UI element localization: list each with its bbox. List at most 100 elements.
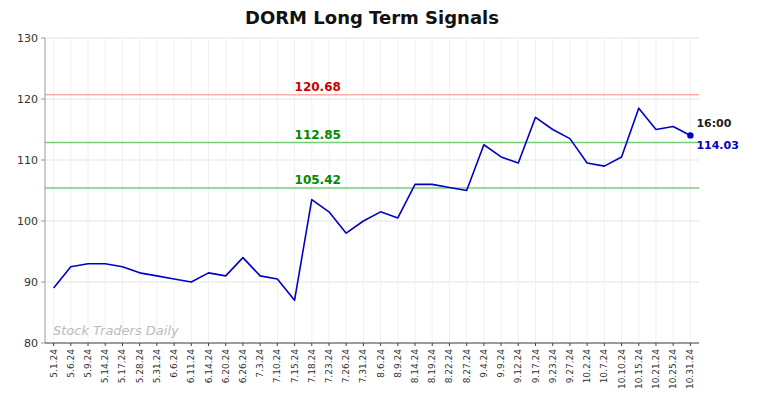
- x-tick: [552, 343, 553, 346]
- x-tick-label: 5.1.24: [49, 349, 59, 378]
- x-tick-label: 6.6.24: [169, 349, 179, 378]
- x-tick-label: 9.12.24: [513, 349, 523, 384]
- x-tick-label: 5.17.24: [117, 349, 127, 384]
- level-label: 112.85: [295, 128, 341, 142]
- x-tick: [242, 343, 243, 346]
- x-tick: [53, 343, 54, 346]
- x-tick: [501, 343, 502, 346]
- x-grid-line: [277, 38, 278, 343]
- x-tick: [690, 343, 691, 346]
- x-tick-label: 10.25.24: [668, 349, 678, 389]
- x-grid-line: [174, 38, 175, 343]
- x-tick-label: 8.6.24: [376, 349, 386, 378]
- x-grid-line: [655, 38, 656, 343]
- x-tick: [380, 343, 381, 346]
- x-tick: [638, 343, 639, 346]
- x-grid-line: [53, 38, 54, 343]
- x-tick-label: 9.27.24: [565, 349, 575, 384]
- x-tick-label: 10.21.24: [651, 349, 661, 389]
- last-value-label: 114.03: [696, 139, 738, 152]
- x-grid-line: [363, 38, 364, 343]
- y-tick: [41, 99, 45, 100]
- x-grid-line: [122, 38, 123, 343]
- x-tick-label: 7.26.24: [341, 349, 351, 384]
- x-grid-line: [105, 38, 106, 343]
- x-grid-line: [432, 38, 433, 343]
- title: DORM Long Term Signals: [245, 7, 499, 28]
- x-grid-line: [535, 38, 536, 343]
- x-grid-line: [139, 38, 140, 343]
- y-tick: [41, 282, 45, 283]
- y-tick-label: 80: [24, 337, 38, 350]
- x-tick: [483, 343, 484, 346]
- x-tick-label: 5.31.24: [152, 349, 162, 384]
- x-grid-line: [483, 38, 484, 343]
- x-tick-label: 10.31.24: [685, 349, 695, 389]
- x-tick-label: 7.15.24: [290, 349, 300, 384]
- x-tick: [466, 343, 467, 346]
- x-grid-line: [518, 38, 519, 343]
- x-grid-line: [191, 38, 192, 343]
- watermark: Stock Traders Daily: [53, 323, 179, 338]
- x-grid-line: [88, 38, 89, 343]
- x-tick: [328, 343, 329, 346]
- x-tick: [294, 343, 295, 346]
- y-grid-line: [45, 221, 699, 222]
- x-grid-line: [449, 38, 450, 343]
- y-grid-line: [45, 160, 699, 161]
- x-tick-label: 8.27.24: [462, 349, 472, 384]
- y-tick-label: 110: [17, 154, 38, 167]
- x-tick: [139, 343, 140, 346]
- x-grid-line: [70, 38, 71, 343]
- x-tick-label: 5.6.24: [66, 349, 76, 378]
- level-label: 105.42: [295, 173, 341, 187]
- x-grid-line: [673, 38, 674, 343]
- chart: Stock Traders Daily120.68112.85105.4216:…: [0, 0, 784, 398]
- x-tick-label: 8.22.24: [444, 349, 454, 384]
- y-axis-line: [45, 38, 46, 343]
- x-tick: [535, 343, 536, 346]
- x-tick-label: 6.20.24: [221, 349, 231, 384]
- x-tick: [397, 343, 398, 346]
- x-tick: [518, 343, 519, 346]
- x-tick-label: 6.14.24: [204, 349, 214, 384]
- x-tick-label: 9.23.24: [548, 349, 558, 384]
- x-tick-label: 10.10.24: [617, 349, 627, 389]
- y-tick: [41, 221, 45, 222]
- x-tick: [363, 343, 364, 346]
- x-tick: [191, 343, 192, 346]
- x-tick-label: 5.28.24: [135, 349, 145, 384]
- x-tick-label: 5.9.24: [83, 349, 93, 378]
- x-grid-line: [156, 38, 157, 343]
- y-grid-line: [45, 99, 699, 100]
- price-line: [54, 108, 691, 300]
- x-grid-line: [587, 38, 588, 343]
- x-tick-label: 10.15.24: [634, 349, 644, 389]
- x-grid-line: [225, 38, 226, 343]
- y-tick-label: 130: [17, 32, 38, 45]
- level-line: [45, 94, 699, 96]
- level-label: 120.68: [295, 80, 341, 94]
- x-grid-line: [208, 38, 209, 343]
- x-tick-label: 8.14.24: [410, 349, 420, 384]
- y-tick-label: 120: [17, 93, 38, 106]
- x-tick: [673, 343, 674, 346]
- y-tick: [41, 343, 45, 344]
- x-grid-line: [242, 38, 243, 343]
- x-tick-label: 7.31.24: [358, 349, 368, 384]
- x-tick-label: 7.18.24: [307, 349, 317, 384]
- y-tick-label: 90: [24, 276, 38, 289]
- y-tick: [41, 160, 45, 161]
- level-line: [45, 142, 699, 144]
- y-grid-line: [45, 38, 699, 39]
- x-tick-label: 7.10.24: [272, 349, 282, 384]
- x-tick: [208, 343, 209, 346]
- x-tick-label: 7.23.24: [324, 349, 334, 384]
- x-tick: [449, 343, 450, 346]
- plot-area: [45, 95, 699, 300]
- x-grid-line: [621, 38, 622, 343]
- x-tick-label: 9.17.24: [531, 349, 541, 384]
- x-grid-line: [260, 38, 261, 343]
- x-tick-label: 6.26.24: [238, 349, 248, 384]
- x-tick: [122, 343, 123, 346]
